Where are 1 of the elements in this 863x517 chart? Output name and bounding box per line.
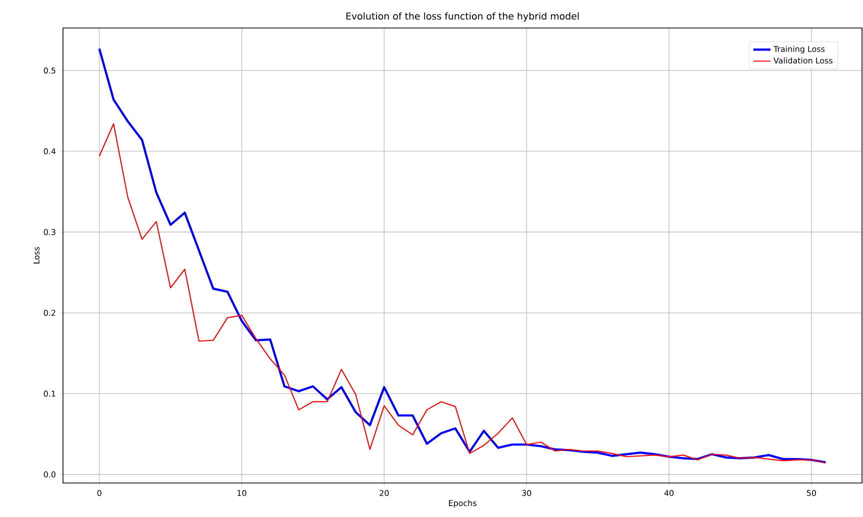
- chart-title: Evolution of the loss function of the hybrid model: [346, 12, 579, 22]
